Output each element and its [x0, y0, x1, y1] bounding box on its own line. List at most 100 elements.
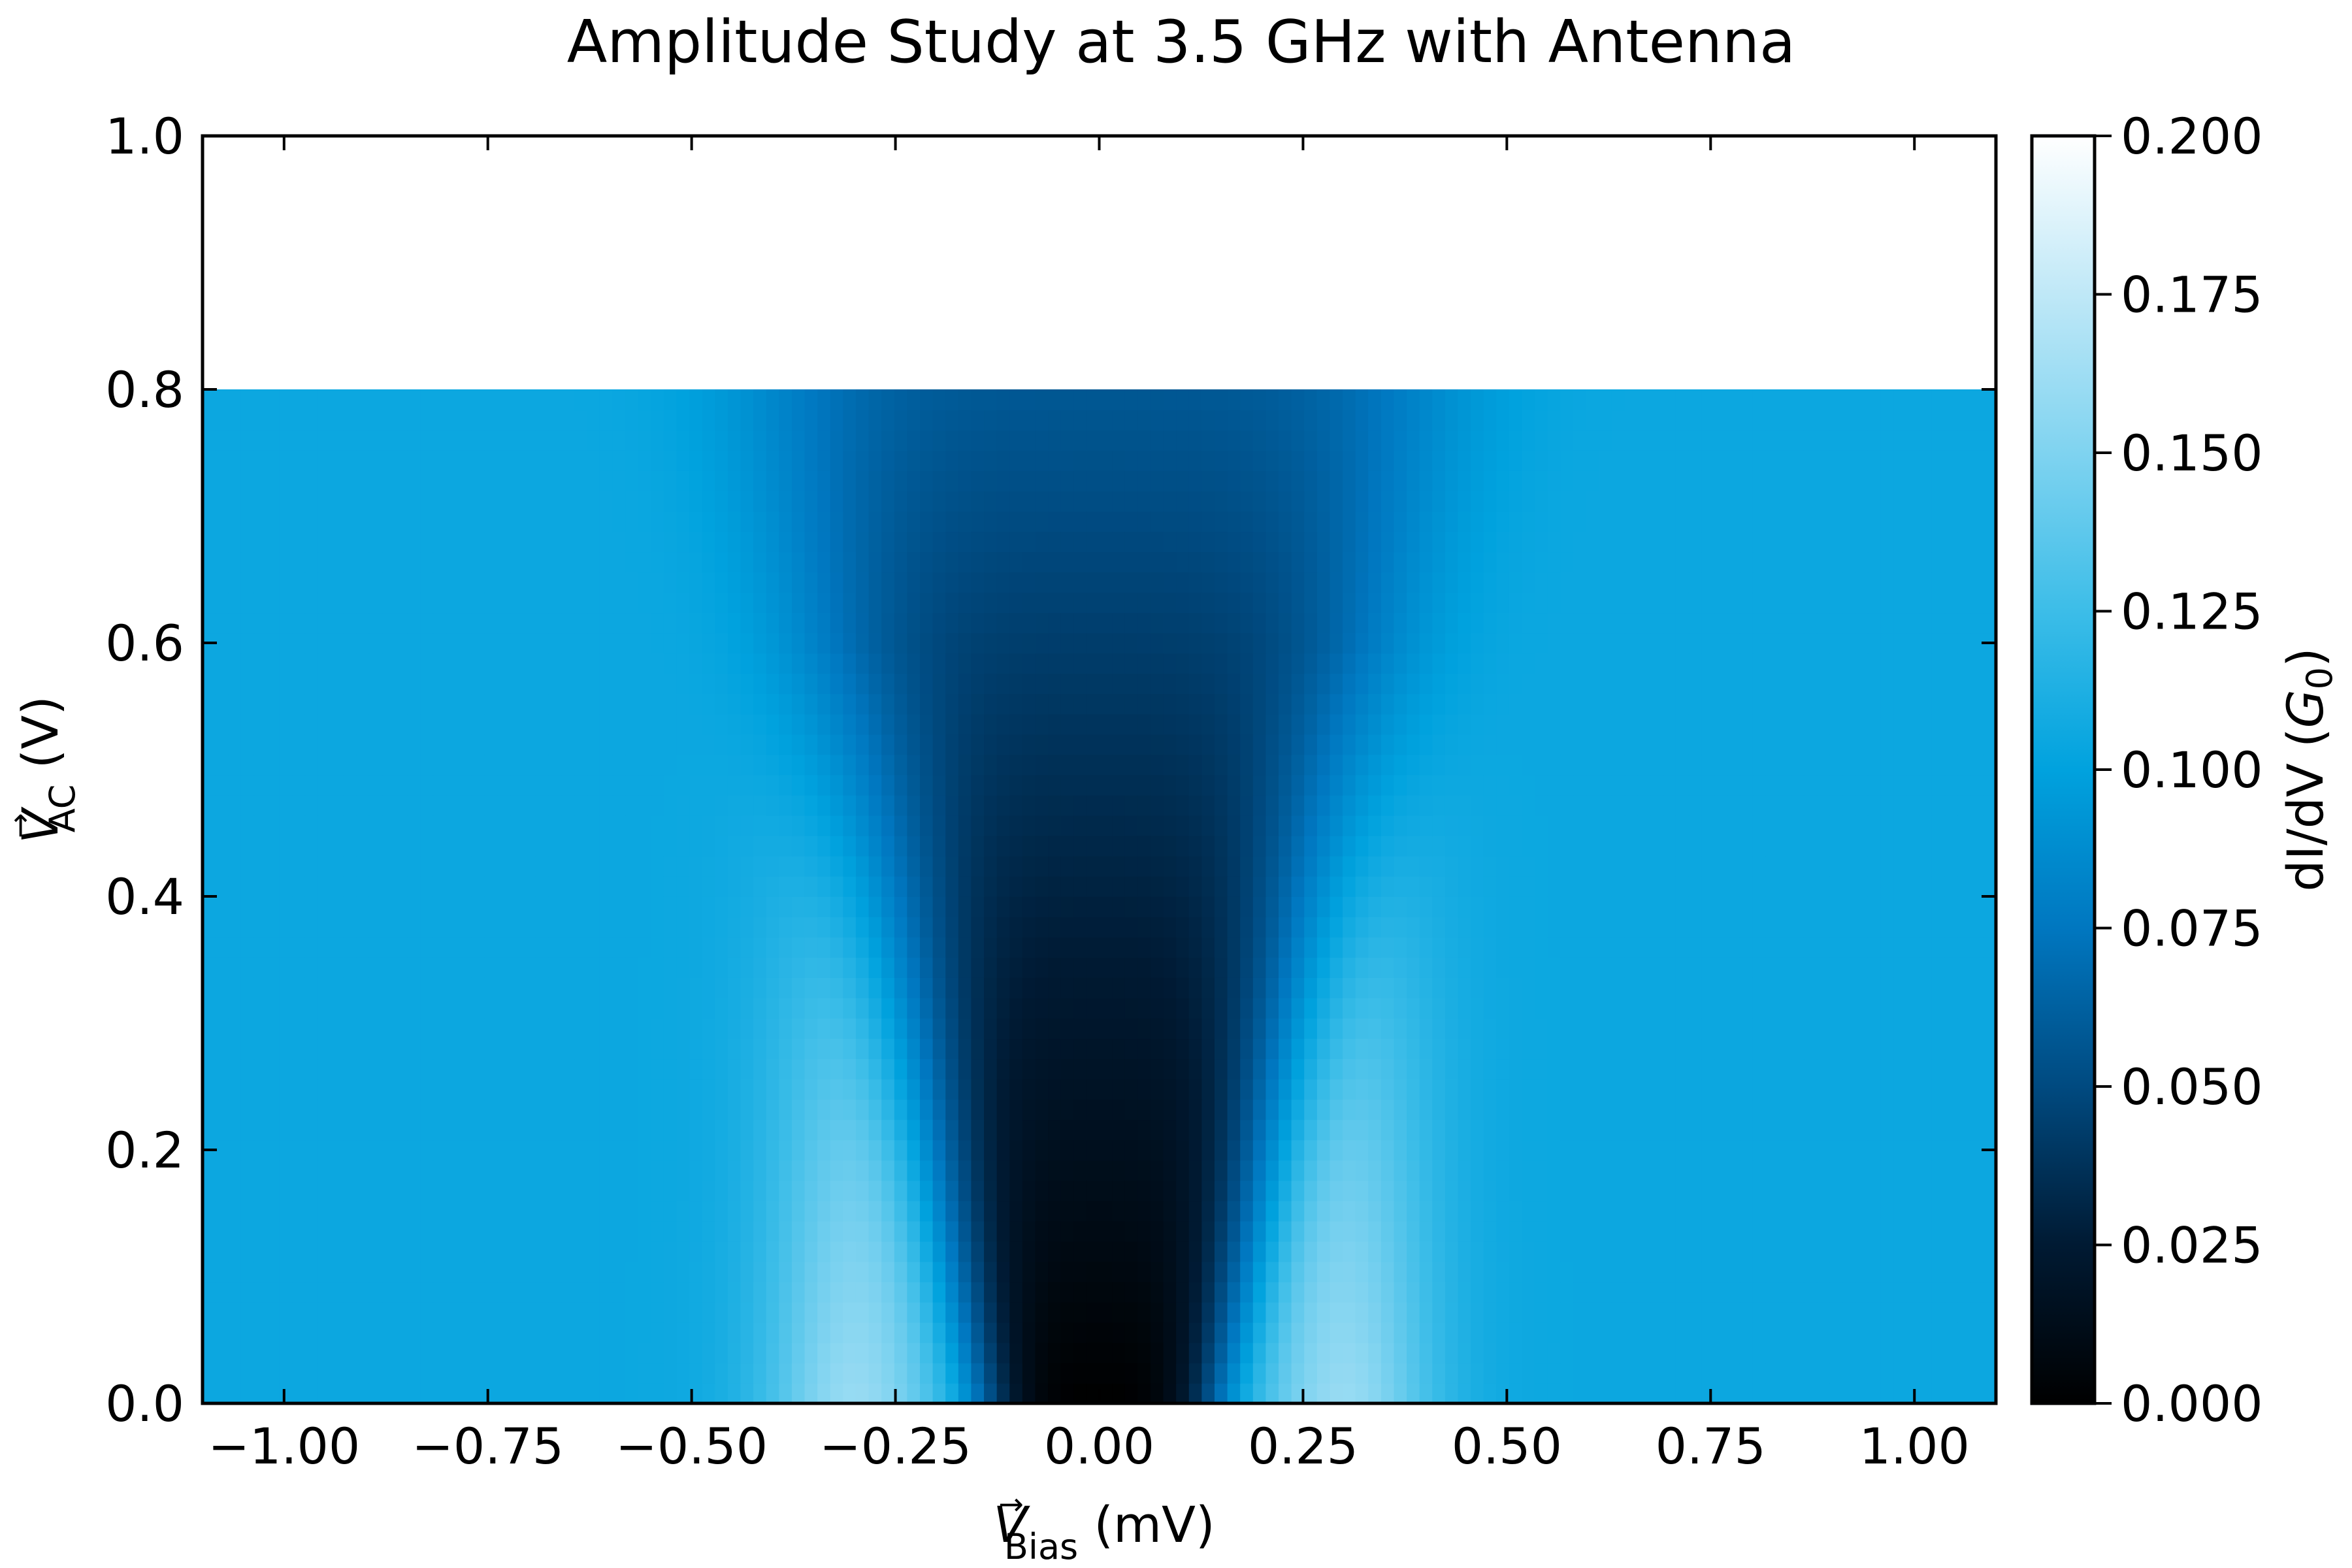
- heatmap-cell: [587, 1038, 600, 1060]
- heatmap-cell: [1137, 977, 1151, 998]
- heatmap-cell: [984, 1018, 998, 1039]
- heatmap-cell: [1867, 1261, 1882, 1282]
- heatmap-cell: [663, 734, 678, 755]
- heatmap-cell: [1688, 1119, 1702, 1141]
- heatmap-cell: [497, 1301, 511, 1323]
- heatmap-cell: [1343, 1220, 1356, 1242]
- heatmap-cell: [1957, 1261, 1971, 1282]
- heatmap-cell: [1893, 1160, 1907, 1181]
- heatmap-cell: [702, 977, 716, 998]
- heatmap-cell: [1432, 1362, 1446, 1384]
- heatmap-cell: [1560, 1382, 1574, 1404]
- heatmap-cell: [1266, 734, 1279, 755]
- heatmap-cell: [1970, 1261, 1984, 1282]
- heatmap-cell: [1675, 1301, 1690, 1323]
- heatmap-cell: [343, 794, 357, 816]
- heatmap-cell: [471, 1220, 485, 1242]
- heatmap-cell: [1240, 1099, 1254, 1120]
- heatmap-cell: [407, 1220, 421, 1242]
- heatmap-cell: [907, 835, 921, 857]
- heatmap-cell: [484, 1362, 498, 1384]
- heatmap-cell: [523, 998, 536, 1019]
- heatmap-cell: [292, 1160, 306, 1181]
- heatmap-cell: [279, 1281, 293, 1303]
- heatmap-cell: [1368, 1301, 1382, 1323]
- heatmap-cell: [740, 1301, 754, 1323]
- heatmap-cell: [663, 896, 678, 917]
- heatmap-cell: [1086, 1281, 1100, 1303]
- heatmap-cell: [1483, 1382, 1497, 1404]
- heatmap-cell: [855, 774, 870, 796]
- heatmap-cell: [1060, 1139, 1075, 1161]
- heatmap-cell: [945, 673, 959, 694]
- heatmap-cell: [958, 1241, 972, 1262]
- heatmap-cell: [1624, 1160, 1638, 1181]
- heatmap-cell: [1650, 1362, 1664, 1384]
- heatmap-cell: [523, 875, 536, 897]
- heatmap-cell: [1983, 713, 1997, 735]
- heatmap-cell: [817, 1342, 831, 1364]
- heatmap-cell: [1316, 673, 1331, 694]
- heatmap-cell: [817, 734, 831, 755]
- heatmap-cell: [1304, 1058, 1318, 1080]
- heatmap-cell: [228, 1362, 242, 1384]
- heatmap-cell: [1778, 693, 1792, 715]
- heatmap-cell: [676, 977, 690, 998]
- heatmap-cell: [1266, 1241, 1279, 1262]
- heatmap-cell: [1663, 1018, 1676, 1039]
- heatmap-cell: [1227, 1058, 1241, 1080]
- heatmap-cell: [1803, 998, 1818, 1019]
- heatmap-cell: [1573, 1180, 1587, 1201]
- heatmap-cell: [1240, 1342, 1254, 1364]
- heatmap-cell: [304, 1261, 319, 1282]
- heatmap-cell: [279, 693, 293, 715]
- heatmap-cell: [1035, 1241, 1049, 1262]
- heatmap-cell: [1803, 1119, 1818, 1141]
- heatmap-cell: [1073, 1362, 1087, 1384]
- heatmap-cell: [1124, 1362, 1139, 1384]
- heatmap-cell: [894, 835, 908, 857]
- heatmap-cell: [740, 977, 754, 998]
- heatmap-cell: [1739, 1038, 1754, 1060]
- heatmap-cell: [1880, 977, 1894, 998]
- heatmap-cell: [331, 1038, 344, 1060]
- heatmap-cell: [1855, 794, 1869, 816]
- heatmap-cell: [1663, 1180, 1676, 1201]
- heatmap-cell: [382, 1301, 395, 1323]
- heatmap-cell: [1624, 1200, 1638, 1222]
- heatmap-cell: [574, 1382, 588, 1404]
- heatmap-cell: [920, 937, 934, 958]
- heatmap-cell: [1330, 754, 1343, 776]
- heatmap-cell: [894, 855, 908, 877]
- heatmap-cell: [1394, 917, 1407, 938]
- heatmap-cell: [1163, 1322, 1177, 1343]
- heatmap-cell: [740, 1382, 754, 1404]
- heatmap-cell: [676, 1220, 690, 1242]
- heatmap-cell: [471, 917, 485, 938]
- heatmap-cell: [1304, 713, 1318, 735]
- heatmap-cell: [1842, 693, 1856, 715]
- heatmap-cell: [1086, 1382, 1100, 1404]
- heatmap-cell: [1496, 977, 1510, 998]
- heatmap-cell: [1330, 1281, 1343, 1303]
- heatmap-cell: [497, 957, 511, 978]
- heatmap-cell: [1637, 1382, 1651, 1404]
- heatmap-cell: [689, 957, 703, 978]
- heatmap-cell: [1099, 937, 1113, 958]
- heatmap-cell: [1650, 1079, 1664, 1100]
- heatmap-cell: [1073, 1058, 1087, 1080]
- heatmap-cell: [1560, 1079, 1574, 1100]
- heatmap-cell: [1227, 1261, 1241, 1282]
- heatmap-cell: [1445, 734, 1459, 755]
- heatmap-cell: [1547, 835, 1561, 857]
- heatmap-cell: [984, 917, 998, 938]
- heatmap-cell: [1496, 1119, 1510, 1141]
- heatmap-cell: [1970, 1119, 1984, 1141]
- heatmap-cell: [1547, 1119, 1561, 1141]
- heatmap-cell: [1522, 1160, 1535, 1181]
- heatmap-cell: [1573, 855, 1587, 877]
- heatmap-cell: [523, 977, 536, 998]
- heatmap-cell: [855, 1342, 870, 1364]
- heatmap-cell: [471, 875, 485, 897]
- heatmap-cell: [1931, 794, 1946, 816]
